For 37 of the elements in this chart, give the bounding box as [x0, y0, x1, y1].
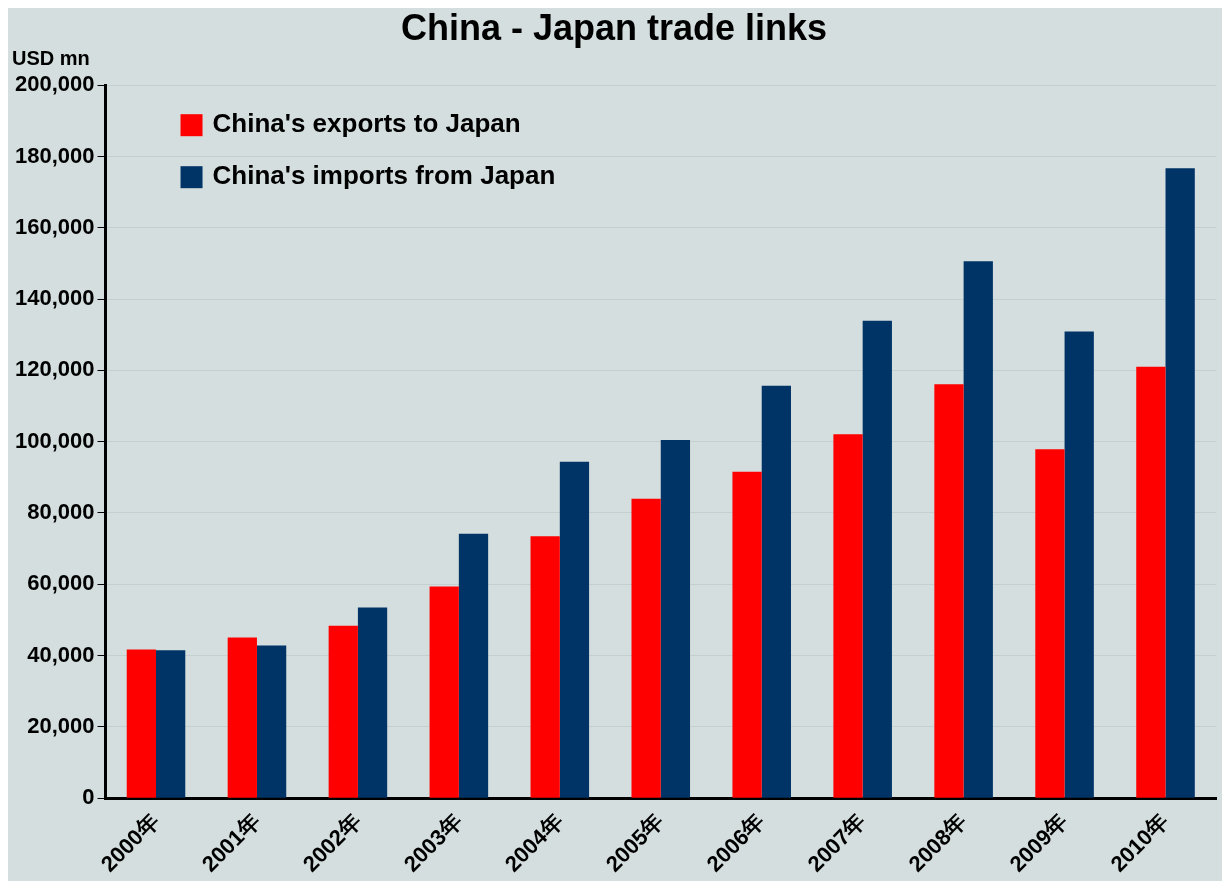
- y-tick-label: 80,000: [27, 499, 95, 525]
- bar: [328, 625, 358, 798]
- y-tick-label: 40,000: [27, 641, 95, 667]
- bar: [631, 498, 661, 798]
- bar: [559, 461, 590, 798]
- bar: [833, 434, 863, 798]
- bar: [429, 586, 459, 798]
- bar: [1165, 168, 1195, 798]
- bar: [156, 650, 186, 798]
- y-tick-label: 140,000: [14, 285, 95, 311]
- bar: [1035, 449, 1065, 798]
- bar: [1064, 331, 1094, 798]
- bar: [862, 320, 892, 798]
- bar: [1136, 366, 1166, 798]
- y-axis-title: USD mn: [12, 46, 90, 69]
- y-tick-label: 0: [82, 784, 95, 810]
- y-tick-label: 120,000: [14, 356, 95, 382]
- bar: [530, 536, 560, 798]
- y-tick-label: 20,000: [27, 712, 95, 738]
- bar: [761, 385, 791, 798]
- y-tick-label: 160,000: [14, 213, 95, 239]
- legend-label: China's exports to Japan: [212, 108, 521, 139]
- y-tick-label: 60,000: [27, 570, 95, 596]
- bar: [256, 645, 287, 798]
- chart-title: China - Japan trade links: [400, 6, 828, 48]
- bar: [660, 439, 691, 798]
- bar: [126, 649, 156, 798]
- bar: [732, 471, 762, 798]
- y-tick-label: 180,000: [14, 142, 95, 168]
- bar: [357, 607, 388, 798]
- bar: [227, 637, 257, 798]
- bar: [934, 384, 964, 798]
- y-tick-label: 200,000: [14, 71, 95, 97]
- bar: [963, 261, 993, 798]
- y-tick-label: 100,000: [14, 427, 95, 453]
- bar: [458, 533, 489, 798]
- legend-label: China's imports from Japan: [212, 160, 556, 191]
